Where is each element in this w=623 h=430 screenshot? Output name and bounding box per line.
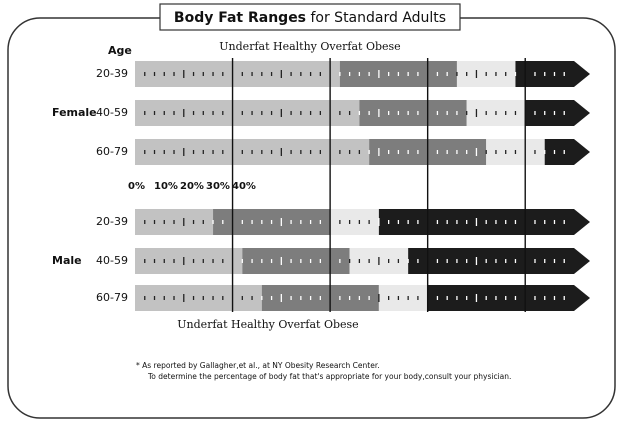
footnote: To determine the percentage of body fat … [147,372,511,381]
legend-entry: Underfat [177,318,228,331]
bar-segment-open [378,209,590,235]
row-label: 40-59 [96,254,128,267]
group-label: Male [52,254,82,267]
legend-entry: Obese [324,318,359,331]
footnote: * As reported by Gallagher,et al., at NY… [136,361,380,370]
bar-segment [242,248,350,274]
bar-segment [135,61,340,87]
bar-segment [135,100,360,126]
bar-segment-open [515,61,590,87]
x-tick-label: 30% [206,181,230,192]
legend: Underfat Healthy Overfat Obese [177,318,358,331]
row-label: 60-79 [96,145,128,158]
chart-title: Body Fat Ranges for Standard Adults [174,10,446,26]
legend-entry: Underfat [219,40,270,53]
legend-entry: Obese [366,40,401,53]
group-label: Female [52,106,97,119]
x-tick-label: 20% [180,181,204,192]
bar-segment [135,248,243,274]
legend-entry: Healthy [273,40,318,53]
bar-segment [330,209,379,235]
title-rest: for Standard Adults [310,10,446,26]
x-tick-label: 0% [128,181,145,192]
bar-segment-open [525,100,590,126]
row-label: 20-39 [96,67,128,80]
title-box [159,3,461,31]
legend: Underfat Healthy Overfat Obese [219,40,400,53]
row-label: 60-79 [96,291,128,304]
legend-entry: Overfat [320,40,363,53]
bar-segment [359,100,467,126]
row-label: 40-59 [96,106,128,119]
x-tick-label: 40% [232,181,256,192]
x-tick-label: 10% [154,181,178,192]
age-label: Age [108,44,132,57]
row-label: 20-39 [96,215,128,228]
bar-segment-open [544,139,590,165]
legend-entry: Overfat [278,318,321,331]
bar-segment-open [408,248,590,274]
bar-segment [378,285,428,311]
bar-segment-open [427,285,590,311]
legend-entry: Healthy [231,318,276,331]
bar-segment [135,285,262,311]
title-bold: Body Fat Ranges [174,10,306,26]
